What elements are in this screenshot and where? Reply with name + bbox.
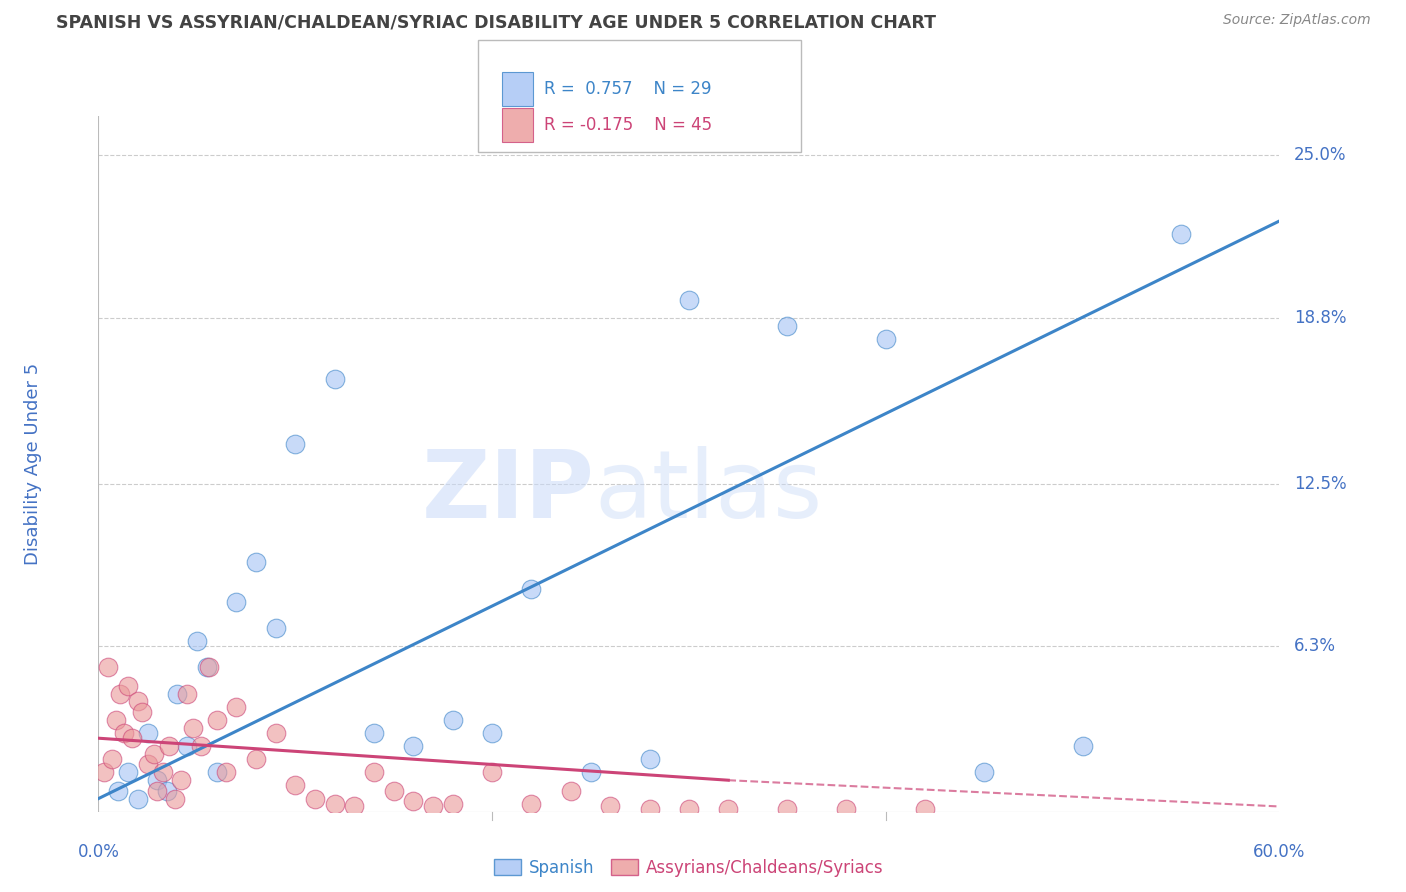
Point xyxy=(776,802,799,816)
Text: 12.5%: 12.5% xyxy=(1294,475,1347,492)
Point xyxy=(181,721,204,735)
Point xyxy=(323,797,346,811)
Point xyxy=(165,791,187,805)
Point xyxy=(127,694,149,708)
Point xyxy=(382,783,405,797)
Point xyxy=(284,779,307,793)
Point xyxy=(101,752,124,766)
Legend: Spanish, Assyrians/Chaldeans/Syriacs: Spanish, Assyrians/Chaldeans/Syriacs xyxy=(488,852,890,883)
Text: Disability Age Under 5: Disability Age Under 5 xyxy=(24,363,42,565)
Point xyxy=(323,371,346,385)
Point xyxy=(136,757,159,772)
Point xyxy=(225,699,247,714)
Point xyxy=(131,705,153,719)
Point xyxy=(117,679,139,693)
Text: 60.0%: 60.0% xyxy=(1253,843,1306,862)
Point xyxy=(225,595,247,609)
Point xyxy=(170,773,193,788)
Point xyxy=(402,739,425,753)
Point xyxy=(638,802,661,816)
Point xyxy=(363,765,385,780)
Point xyxy=(441,713,464,727)
Text: ZIP: ZIP xyxy=(422,446,595,538)
Point xyxy=(215,765,238,780)
Point xyxy=(973,765,995,780)
Point xyxy=(835,802,858,816)
Point xyxy=(107,783,129,797)
Point xyxy=(152,765,174,780)
Point xyxy=(875,332,897,346)
Point xyxy=(776,318,799,333)
Point xyxy=(481,726,503,740)
Point xyxy=(245,752,267,766)
Point xyxy=(97,660,120,674)
Point xyxy=(304,791,326,805)
Point xyxy=(157,739,180,753)
Point xyxy=(245,555,267,569)
Point xyxy=(186,634,208,648)
Point xyxy=(205,713,228,727)
Point xyxy=(121,731,143,746)
Point xyxy=(93,765,115,780)
Point xyxy=(717,802,740,816)
Point xyxy=(195,660,218,674)
Point xyxy=(1170,227,1192,241)
Point xyxy=(156,783,179,797)
Point xyxy=(343,799,366,814)
Point xyxy=(520,797,543,811)
Text: SPANISH VS ASSYRIAN/CHALDEAN/SYRIAC DISABILITY AGE UNDER 5 CORRELATION CHART: SPANISH VS ASSYRIAN/CHALDEAN/SYRIAC DISA… xyxy=(56,13,936,31)
Point xyxy=(264,726,287,740)
Text: 18.8%: 18.8% xyxy=(1294,310,1346,327)
Point xyxy=(136,726,159,740)
Point xyxy=(127,791,149,805)
Text: atlas: atlas xyxy=(595,446,823,538)
Point xyxy=(560,783,582,797)
Point xyxy=(146,773,169,788)
Point xyxy=(678,293,700,307)
Point xyxy=(363,726,385,740)
Point xyxy=(402,794,425,808)
Point xyxy=(638,752,661,766)
Point xyxy=(190,739,212,753)
Point xyxy=(481,765,503,780)
Point xyxy=(284,437,307,451)
Point xyxy=(205,765,228,780)
Point xyxy=(146,783,169,797)
Text: Source: ZipAtlas.com: Source: ZipAtlas.com xyxy=(1223,13,1371,28)
Point xyxy=(105,713,128,727)
Point xyxy=(1071,739,1094,753)
Text: R = -0.175    N = 45: R = -0.175 N = 45 xyxy=(544,116,713,134)
Point xyxy=(176,687,198,701)
Point xyxy=(117,765,139,780)
Point xyxy=(264,621,287,635)
Point xyxy=(441,797,464,811)
Point xyxy=(112,726,135,740)
Point xyxy=(108,687,131,701)
Point xyxy=(176,739,198,753)
Point xyxy=(599,799,621,814)
Text: 6.3%: 6.3% xyxy=(1294,637,1336,656)
Text: 0.0%: 0.0% xyxy=(77,843,120,862)
Point xyxy=(197,660,219,674)
Point xyxy=(166,687,188,701)
Point xyxy=(422,799,444,814)
Point xyxy=(520,582,543,596)
Text: R =  0.757    N = 29: R = 0.757 N = 29 xyxy=(544,79,711,98)
Text: 25.0%: 25.0% xyxy=(1294,146,1346,164)
Point xyxy=(142,747,165,761)
Point xyxy=(914,802,936,816)
Point xyxy=(678,802,700,816)
Point xyxy=(579,765,602,780)
